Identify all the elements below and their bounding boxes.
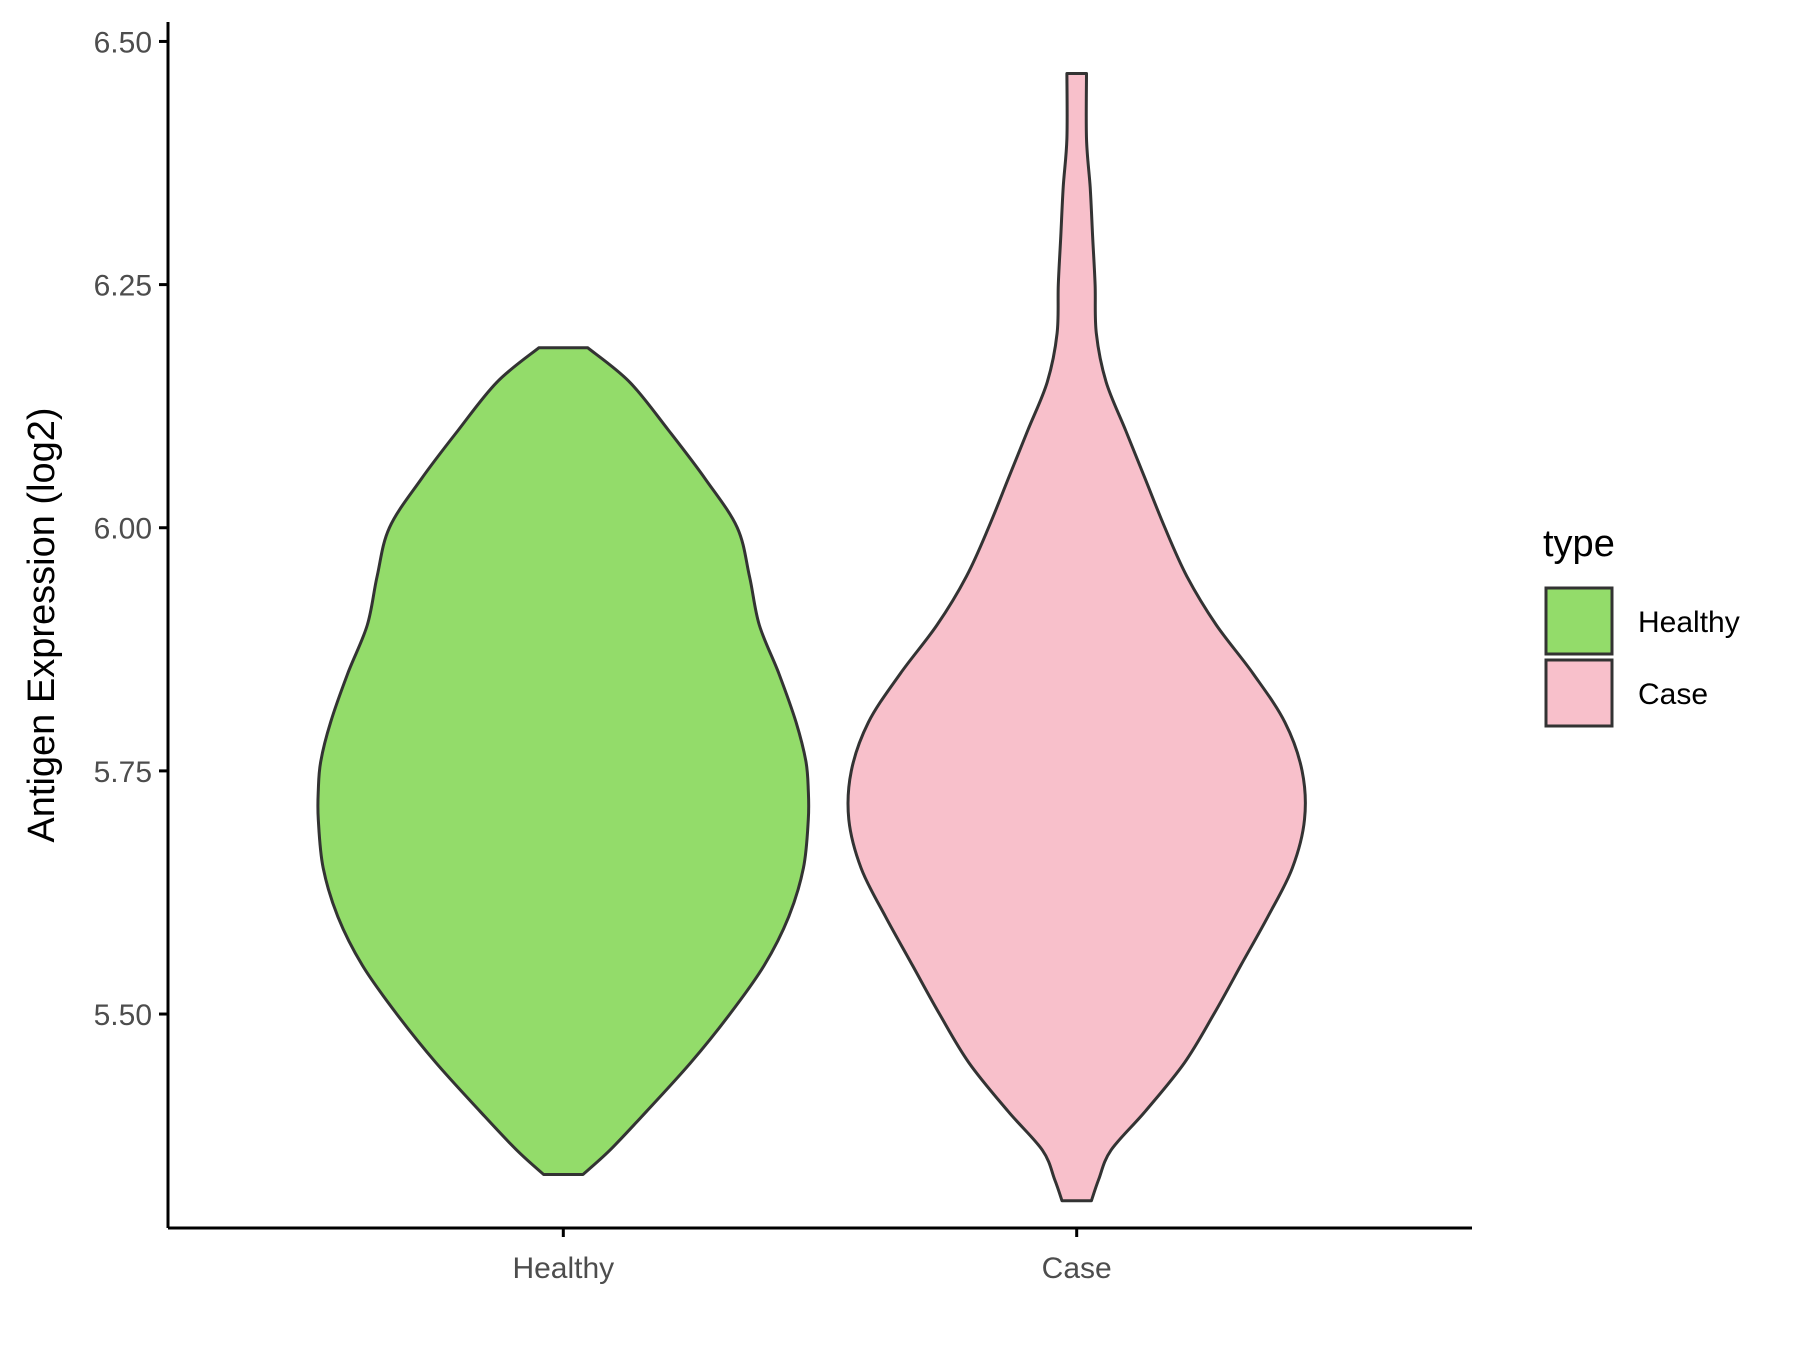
legend-label: Healthy <box>1638 606 1740 639</box>
x-ticks: Healthy Case <box>512 1228 1112 1285</box>
y-tick-label: 5.50 <box>94 999 152 1032</box>
legend-key-healthy <box>1544 586 1614 656</box>
y-axis-title: Antigen Expression (log2) <box>21 407 63 842</box>
y-tick-label: 6.25 <box>94 270 152 303</box>
legend-title: type <box>1543 523 1615 565</box>
x-tick-label: Healthy <box>512 1252 614 1285</box>
y-tick-label: 5.75 <box>94 756 152 789</box>
y-tick-label: 6.00 <box>94 513 152 546</box>
legend-label: Case <box>1638 678 1708 711</box>
y-tick-label: 6.50 <box>94 26 152 59</box>
violins-layer <box>316 72 1307 1203</box>
legend-key-case <box>1544 658 1614 728</box>
violin-healthy <box>316 346 811 1176</box>
violin-case <box>846 72 1307 1203</box>
y-ticks: 5.50 5.75 6.00 6.25 6.50 <box>94 26 168 1032</box>
legend: type Healthy Case <box>1543 523 1740 728</box>
x-tick-label: Case <box>1042 1252 1112 1285</box>
